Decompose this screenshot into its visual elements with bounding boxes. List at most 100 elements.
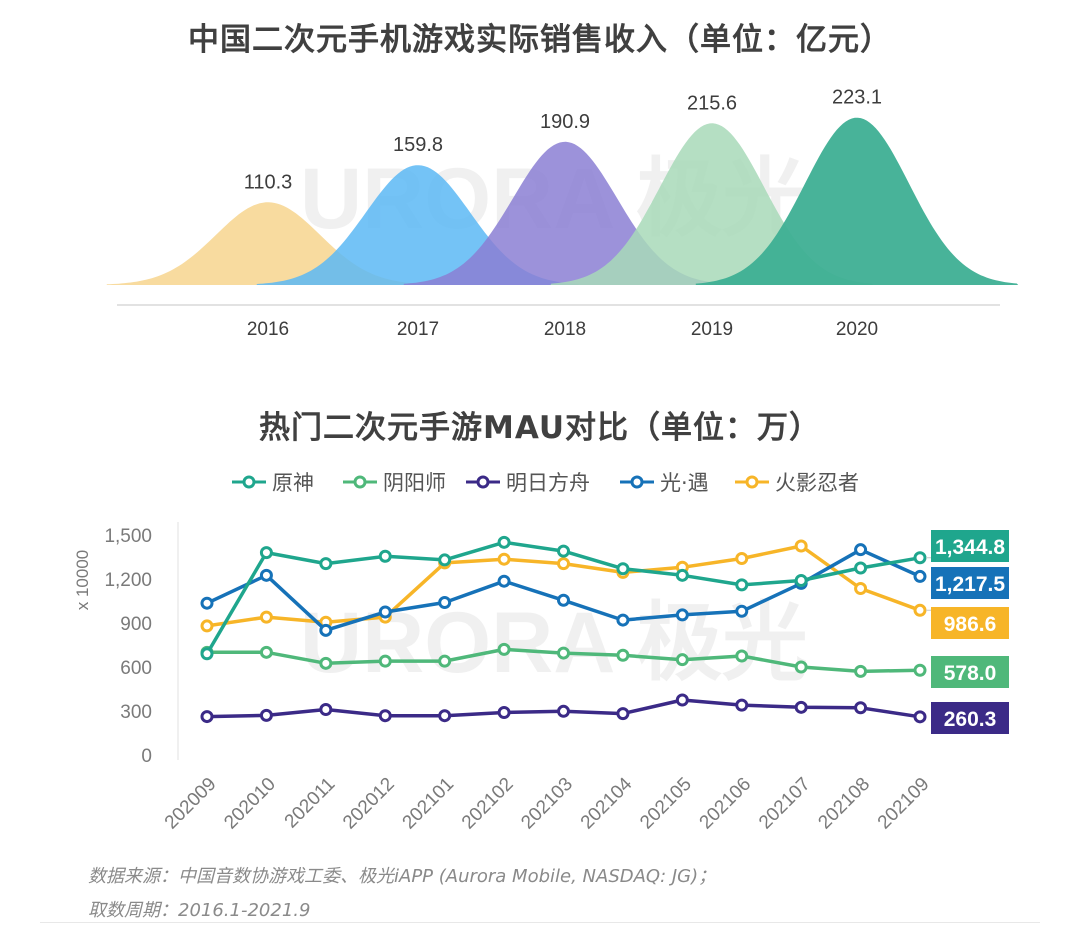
x-tick-label-2016: 2016 bbox=[247, 319, 289, 340]
data-point bbox=[557, 544, 570, 558]
data-period-note: 取数周期：2016.1-2021.9 bbox=[88, 900, 311, 921]
series-0 bbox=[200, 535, 927, 661]
mau-chart-title: 热门二次元手游MAU对比（单位：万） bbox=[258, 410, 822, 446]
end-label-box bbox=[931, 567, 1009, 599]
data-point bbox=[378, 654, 392, 668]
legend-label: 火影忍者 bbox=[775, 471, 859, 495]
footer-divider bbox=[40, 922, 1040, 923]
data-point bbox=[319, 656, 333, 670]
data-point bbox=[497, 574, 511, 588]
data-point bbox=[913, 551, 927, 565]
end-label-text: 260.3 bbox=[944, 708, 997, 731]
watermark-text: URORA 极光 bbox=[300, 595, 808, 691]
data-point bbox=[200, 710, 214, 724]
data-point bbox=[557, 593, 570, 607]
data-point bbox=[913, 569, 927, 583]
data-point bbox=[557, 646, 570, 660]
end-label-0: 1,344.8 bbox=[926, 530, 1009, 562]
data-point bbox=[616, 613, 630, 627]
legend-marker bbox=[353, 475, 367, 489]
legend-marker bbox=[476, 475, 490, 489]
data-point bbox=[319, 703, 333, 717]
y-tick-label: 600 bbox=[120, 658, 152, 679]
data-point bbox=[438, 654, 452, 668]
data-point bbox=[259, 610, 273, 624]
revenue-area-chart: 110.3 2016 159.8 2017 190.9 2018 215.6 2019 223.… bbox=[106, 87, 1019, 340]
data-point bbox=[794, 539, 808, 553]
x-tick-label-202101: 202101 bbox=[399, 774, 459, 834]
data-point bbox=[378, 709, 392, 723]
area-peak-2020 bbox=[695, 117, 1019, 285]
data-point bbox=[438, 553, 452, 567]
value-label-2017: 159.8 bbox=[393, 134, 443, 156]
value-label-2016: 110.3 bbox=[244, 171, 293, 193]
data-point bbox=[497, 535, 511, 549]
value-label-2018: 190.9 bbox=[540, 111, 590, 133]
end-label-2: 260.3 bbox=[931, 702, 1009, 734]
legend-label: 光·遇 bbox=[660, 471, 709, 495]
y-tick-label: 1,500 bbox=[104, 526, 152, 547]
data-point bbox=[497, 552, 511, 566]
data-point bbox=[794, 660, 808, 674]
data-point bbox=[557, 557, 570, 571]
end-label-text: 1,344.8 bbox=[935, 536, 1005, 559]
data-point bbox=[794, 700, 808, 714]
end-label-1: 578.0 bbox=[931, 656, 1009, 688]
x-tick-label-202011: 202011 bbox=[281, 774, 340, 833]
data-point bbox=[675, 693, 689, 707]
data-point bbox=[794, 573, 808, 587]
legend-marker bbox=[242, 475, 256, 489]
legend-marker bbox=[745, 475, 759, 489]
end-label-4: 986.6 bbox=[926, 607, 1009, 639]
data-point bbox=[259, 546, 273, 560]
data-point bbox=[378, 605, 392, 619]
x-tick-label-202106: 202106 bbox=[696, 774, 756, 834]
data-point bbox=[200, 596, 214, 610]
data-point bbox=[913, 663, 927, 677]
x-tick-label-2017: 2017 bbox=[397, 319, 439, 340]
data-point bbox=[438, 595, 452, 609]
data-point bbox=[497, 705, 511, 719]
x-tick-label-202009: 202009 bbox=[161, 774, 221, 834]
data-point bbox=[616, 707, 630, 721]
data-point bbox=[259, 708, 273, 722]
data-point bbox=[319, 623, 333, 637]
legend-item-2: 明日方舟 bbox=[466, 471, 590, 495]
data-point bbox=[854, 543, 868, 557]
data-point bbox=[378, 549, 392, 563]
y-tick-label: 0 bbox=[141, 746, 152, 767]
data-point bbox=[854, 582, 868, 596]
data-source-note: 数据来源：中国音数协游戏工委、极光iAPP (Aurora Mobile, NA… bbox=[88, 866, 717, 887]
end-label-3: 1,217.5 bbox=[931, 567, 1009, 599]
end-label-text: 578.0 bbox=[944, 662, 997, 685]
x-tick-label-202102: 202102 bbox=[458, 774, 518, 834]
y-axis-label: x 10000 bbox=[73, 550, 92, 611]
y-tick-label: 900 bbox=[120, 614, 152, 635]
legend-item-4: 火影忍者 bbox=[735, 471, 859, 495]
data-point bbox=[854, 561, 868, 575]
data-point bbox=[616, 562, 630, 576]
series-2 bbox=[200, 693, 927, 724]
legend-item-1: 阴阳师 bbox=[343, 471, 446, 495]
data-point bbox=[438, 709, 452, 723]
x-tick-label-202107: 202107 bbox=[755, 774, 815, 834]
legend-label: 明日方舟 bbox=[506, 471, 590, 495]
legend-item-0: 原神 bbox=[232, 471, 314, 495]
data-point bbox=[854, 701, 868, 715]
x-tick-label-202010: 202010 bbox=[220, 774, 280, 834]
value-label-2019: 215.6 bbox=[687, 92, 737, 114]
data-point bbox=[854, 664, 868, 678]
data-point bbox=[616, 648, 630, 662]
x-tick-label-202012: 202012 bbox=[339, 774, 399, 834]
legend-marker bbox=[630, 475, 644, 489]
data-point bbox=[913, 603, 927, 617]
x-tick-label-202108: 202108 bbox=[814, 774, 874, 834]
series-1 bbox=[200, 642, 927, 678]
data-point bbox=[259, 568, 273, 582]
x-tick-label-202104: 202104 bbox=[577, 773, 637, 833]
revenue-chart-title: 中国二次元手机游戏实际销售收入（单位：亿元） bbox=[188, 22, 892, 58]
data-point bbox=[200, 619, 214, 633]
x-tick-label-2020: 2020 bbox=[836, 319, 878, 340]
end-label-text: 986.6 bbox=[944, 613, 997, 636]
